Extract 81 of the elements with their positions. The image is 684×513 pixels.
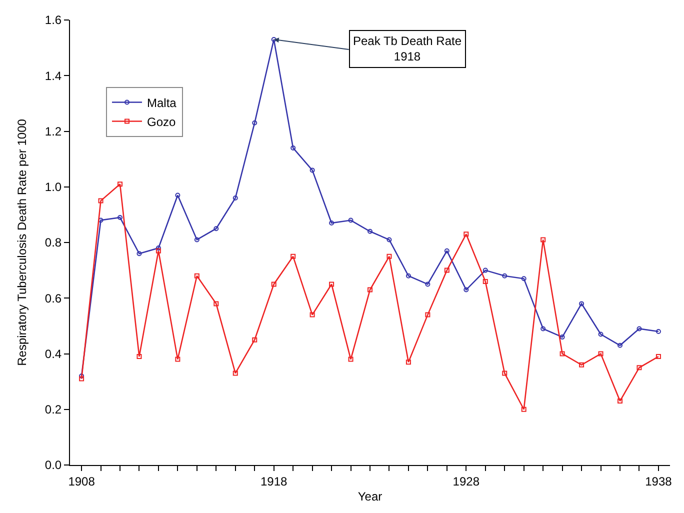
point [194, 273, 200, 278]
point [636, 326, 642, 332]
point [232, 196, 238, 200]
point [252, 337, 258, 342]
point [214, 226, 219, 232]
point [290, 145, 296, 150]
x-tick-label: 1938 [645, 474, 672, 488]
y-tick-label: 0.8 [44, 236, 62, 250]
y-tick-label: 1.4 [44, 68, 62, 83]
point [560, 334, 565, 340]
point [579, 362, 584, 368]
annotation: Peak Tb Death Rate 1918 [353, 34, 462, 64]
point [521, 276, 526, 282]
y-tick-label: 0.0 [44, 458, 62, 472]
y-tick-label: 1.2 [44, 124, 62, 138]
point [579, 301, 584, 306]
point [98, 218, 104, 223]
point [636, 365, 642, 370]
point [618, 398, 622, 404]
point [329, 220, 334, 226]
point [482, 268, 488, 273]
point [118, 182, 122, 187]
point [271, 36, 276, 42]
point [521, 406, 526, 412]
point [98, 198, 104, 204]
x-tick-label: 1928 [452, 474, 480, 488]
legend-label: Gozo [147, 114, 176, 129]
y-tick-label: 0.6 [44, 291, 62, 306]
point [156, 246, 161, 251]
point [482, 278, 488, 284]
point [502, 370, 508, 376]
point [290, 254, 296, 259]
point [175, 356, 180, 362]
y-tick-label: 0.4 [44, 346, 62, 361]
y-tick-label: 0.2 [44, 402, 62, 417]
point [310, 168, 315, 173]
point [252, 120, 258, 126]
point [156, 248, 161, 254]
legend-label: Malta [147, 96, 177, 110]
point [656, 354, 661, 360]
point [271, 282, 276, 287]
point [560, 351, 565, 356]
point [136, 251, 142, 256]
y-tick-label: 1.6 [44, 13, 62, 28]
point [540, 237, 546, 242]
point [194, 237, 200, 242]
point [118, 214, 122, 220]
point [386, 254, 392, 259]
point [425, 312, 430, 318]
point [406, 273, 411, 278]
point [464, 232, 469, 237]
point [136, 354, 142, 360]
y-tick-label: 1.0 [44, 180, 62, 194]
point [425, 282, 430, 287]
x-axis-title: Year [358, 489, 382, 504]
point [232, 370, 238, 376]
point [348, 356, 354, 362]
point [368, 228, 372, 234]
point [444, 248, 450, 254]
point [656, 329, 661, 334]
point [540, 326, 546, 332]
point [406, 360, 411, 365]
point [368, 287, 372, 292]
point [348, 218, 354, 223]
point [329, 282, 334, 287]
point [175, 192, 180, 198]
point [598, 332, 604, 337]
point [310, 312, 315, 318]
y-axis-title: Respiratory Tuberculosis Death Rate per 1000 [15, 118, 30, 366]
point [214, 301, 219, 306]
point [386, 237, 392, 242]
point [618, 342, 622, 348]
point [464, 287, 469, 292]
x-tick-label: 1918 [260, 474, 288, 488]
point [79, 376, 84, 382]
point [79, 374, 84, 378]
x-tick-label: 1908 [68, 474, 96, 488]
point [444, 268, 450, 273]
point [598, 351, 604, 356]
point [502, 273, 508, 278]
line-series [79, 182, 661, 412]
